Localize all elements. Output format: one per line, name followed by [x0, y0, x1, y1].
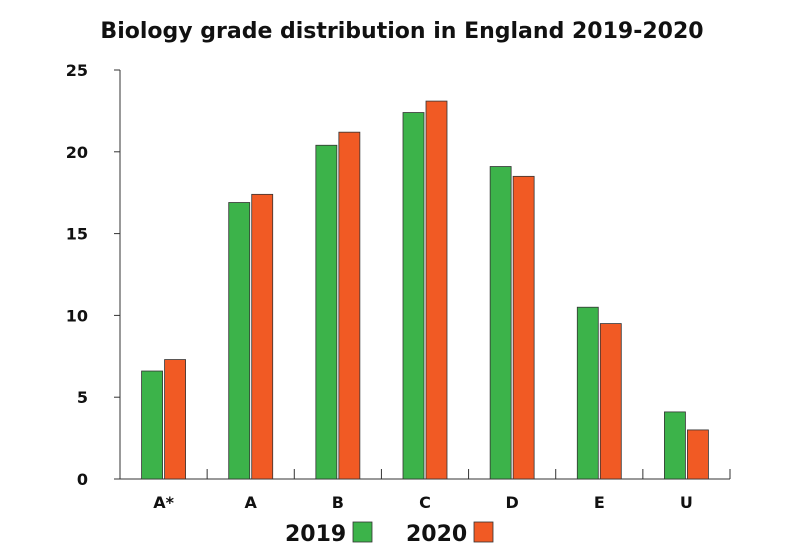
bar-2019-D: [489, 166, 512, 480]
bar-2019-C: [402, 112, 425, 480]
x-tick-label: U: [680, 493, 693, 512]
x-tick-label: C: [419, 493, 431, 512]
bar-2020-A: [251, 193, 274, 480]
bar-2020-B: [338, 131, 361, 480]
x-axis: A* A B C D E U: [119, 469, 731, 512]
legend-swatch: [352, 521, 373, 543]
x-tick-label: A*: [153, 493, 174, 512]
y-tick-label: 5: [77, 388, 88, 407]
y-tick-label: 15: [66, 225, 88, 244]
bar-2020-D: [512, 175, 535, 480]
legend: 2019 2020: [285, 521, 494, 547]
x-tick-label: E: [594, 493, 605, 512]
bar-2019-E: [576, 306, 599, 480]
x-tick-label: B: [332, 493, 344, 512]
bar-2020-C: [425, 100, 448, 480]
x-tick-label: D: [506, 493, 519, 512]
y-tick-label: 0: [77, 470, 88, 489]
legend-label: 2020: [406, 522, 467, 547]
bars: [141, 100, 709, 480]
bar-2019-B: [315, 144, 338, 480]
legend-swatch: [473, 521, 494, 543]
y-tick-label: 20: [66, 143, 88, 162]
bar-2019-A*: [141, 370, 163, 480]
y-tick-label: 25: [66, 61, 88, 80]
chart-title: Biology grade distribution in England 20…: [100, 19, 703, 44]
x-tick-label: A: [245, 493, 258, 512]
bar-2020-A*: [164, 359, 186, 480]
bar-2019-A: [228, 202, 251, 480]
bar-2020-U: [687, 429, 709, 480]
y-tick-label: 10: [66, 306, 88, 325]
y-axis: 0 5 10 15 20 25: [66, 61, 121, 489]
bar-2019-U: [664, 411, 686, 480]
bar-2020-E: [599, 323, 622, 480]
legend-label: 2019: [285, 522, 346, 547]
